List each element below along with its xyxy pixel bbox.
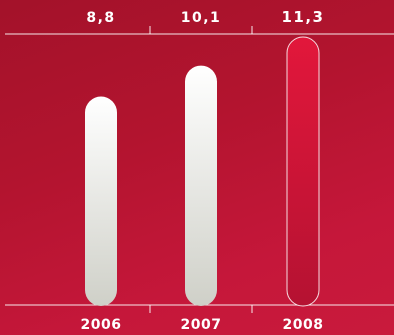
bar-2007 [185,65,217,306]
category-label-2006: 2006 [81,317,122,333]
category-label-2007: 2007 [181,317,222,333]
value-label-2006: 8,8 [86,10,115,26]
category-label-2008: 2008 [283,317,324,333]
value-label-2008: 11,3 [281,8,324,26]
value-label-2007: 10,1 [181,10,222,26]
bar-2008 [286,36,320,307]
bar-2006 [85,96,117,306]
bars-group [85,36,320,307]
